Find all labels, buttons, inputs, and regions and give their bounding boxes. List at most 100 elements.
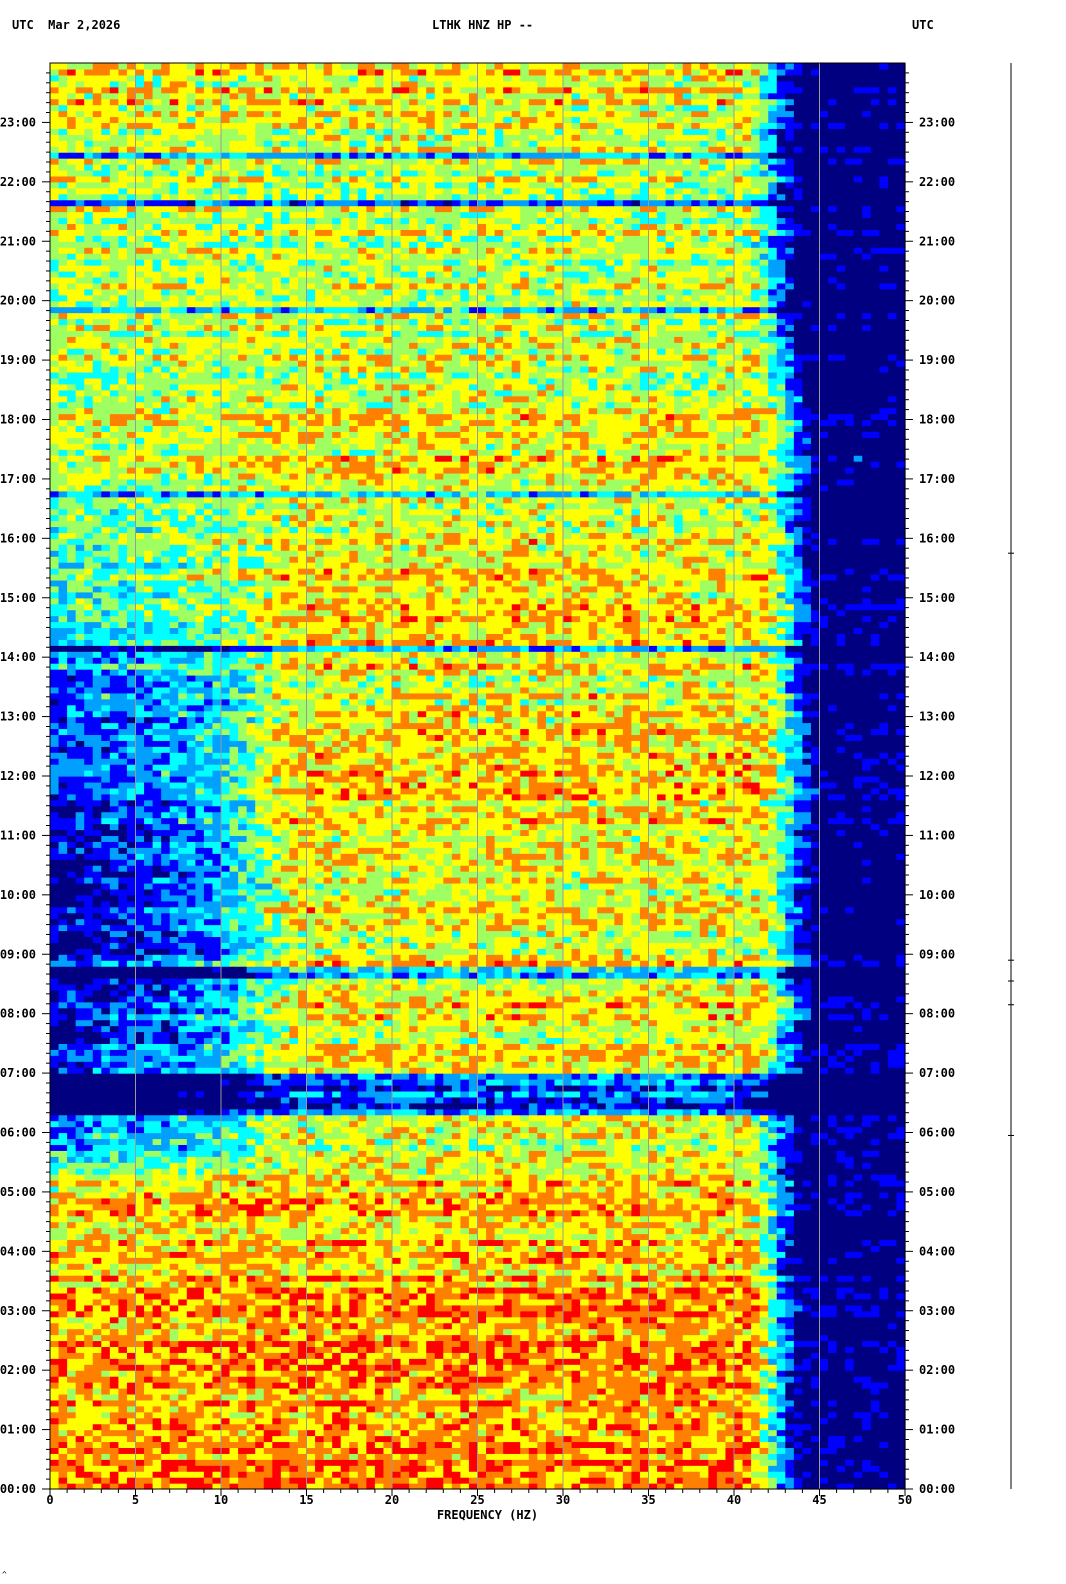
heatmap-cell [340,1429,350,1437]
heatmap-cell [511,1209,521,1217]
heatmap-cell [426,1447,436,1454]
heatmap-cell [580,1221,590,1229]
heatmap-cell [503,1275,513,1282]
heatmap-cell [280,1328,290,1336]
heatmap-cell [580,1286,590,1294]
heatmap-cell [793,1376,803,1383]
heatmap-cell [135,1423,145,1431]
heatmap-cell [169,1459,179,1466]
heatmap-cell [648,1423,658,1431]
heatmap-cell [400,1316,410,1324]
heatmap-cell [725,1245,735,1252]
heatmap-cell [537,1340,547,1347]
heatmap-cell [477,1358,487,1365]
heatmap-cell [810,1465,821,1472]
heatmap-cell [845,1263,855,1270]
heatmap-cell [545,1346,556,1353]
heatmap-cell [263,1322,273,1330]
heatmap-cell [887,1316,898,1324]
heatmap-cell [759,1370,769,1377]
heatmap-cell [742,1358,752,1365]
heatmap-cell [246,1465,256,1472]
heatmap-cell [109,1411,119,1419]
heatmap-cell [614,1316,624,1324]
heatmap-cell [340,1417,350,1425]
heatmap-cell [554,1233,564,1241]
heatmap-cell [614,1459,624,1466]
heatmap-cell [520,1209,530,1217]
heatmap-cell [349,1203,359,1211]
heatmap-cell [161,1387,171,1395]
heatmap-cell [186,1251,196,1258]
heatmap-cell [759,1263,769,1270]
heatmap-cell [528,1221,538,1229]
heatmap-cell [229,1447,239,1454]
heatmap-cell [828,1298,838,1306]
heatmap-cell [323,1447,333,1454]
heatmap-cell [554,1441,564,1449]
heatmap-cell [443,1310,453,1318]
heatmap-cell [306,1334,316,1342]
heatmap-cell [195,1453,205,1460]
heatmap-cell [879,1203,889,1211]
heatmap-cell [665,1281,675,1288]
heatmap-cell [699,1286,709,1294]
heatmap-cell [896,1447,906,1454]
heatmap-cell [272,1429,282,1437]
heatmap-cell [819,1447,829,1454]
heatmap-cell [580,1429,590,1437]
heatmap-cell [263,1465,273,1472]
heatmap-cell [853,1393,863,1401]
heatmap-cell [366,1245,376,1252]
heatmap-cell [58,1191,68,1199]
heatmap-cell [135,1435,145,1443]
heatmap-cell [195,1298,205,1306]
heatmap-cell [417,1257,427,1264]
heatmap-cell [648,1429,658,1437]
heatmap-cell [297,1477,308,1484]
heatmap-cell [161,1334,171,1342]
heatmap-cell [332,1215,342,1223]
heatmap-cell [255,1471,265,1478]
heatmap-cell [400,1191,410,1199]
heatmap-cell [605,1352,615,1359]
heatmap-cell [793,1239,803,1246]
heatmap-cell [545,1364,556,1371]
heatmap-cell [101,1292,111,1300]
heatmap-cell [451,1417,461,1425]
heatmap-cell [67,1197,77,1205]
heatmap-cell [665,1191,675,1199]
heatmap-cell [374,1429,385,1437]
heatmap-cell [323,1203,333,1211]
heatmap-cell [229,1203,239,1211]
heatmap-cell [768,1459,778,1466]
heatmap-cell [229,1292,239,1300]
heatmap-cell [409,1465,419,1472]
heatmap-cell [349,1399,359,1407]
heatmap-cell [135,1257,145,1264]
heatmap-cell [340,1286,350,1294]
heatmap-cell [272,1221,282,1229]
heatmap-cell [751,1417,761,1425]
heatmap-cell [828,1275,838,1282]
heatmap-cell [135,1286,145,1294]
heatmap-cell [520,1275,530,1282]
heatmap-cell [520,1304,530,1312]
heatmap-cell [297,1447,308,1454]
heatmap-cell [417,1245,427,1252]
heatmap-cell [571,1465,581,1472]
heatmap-cell [84,1263,94,1270]
heatmap-cell [631,1269,641,1276]
heatmap-cell [152,1399,162,1407]
heatmap-cell [545,1387,556,1395]
heatmap-cell [75,1239,85,1246]
heatmap-cell [588,1477,598,1484]
heatmap-cell [682,1286,692,1294]
heatmap-cell [742,1352,752,1359]
heatmap-cell [614,1233,624,1241]
heatmap-cell [92,1382,102,1389]
heatmap-cell [622,1399,632,1407]
heatmap-cell [400,1298,410,1306]
heatmap-cell [443,1405,453,1413]
